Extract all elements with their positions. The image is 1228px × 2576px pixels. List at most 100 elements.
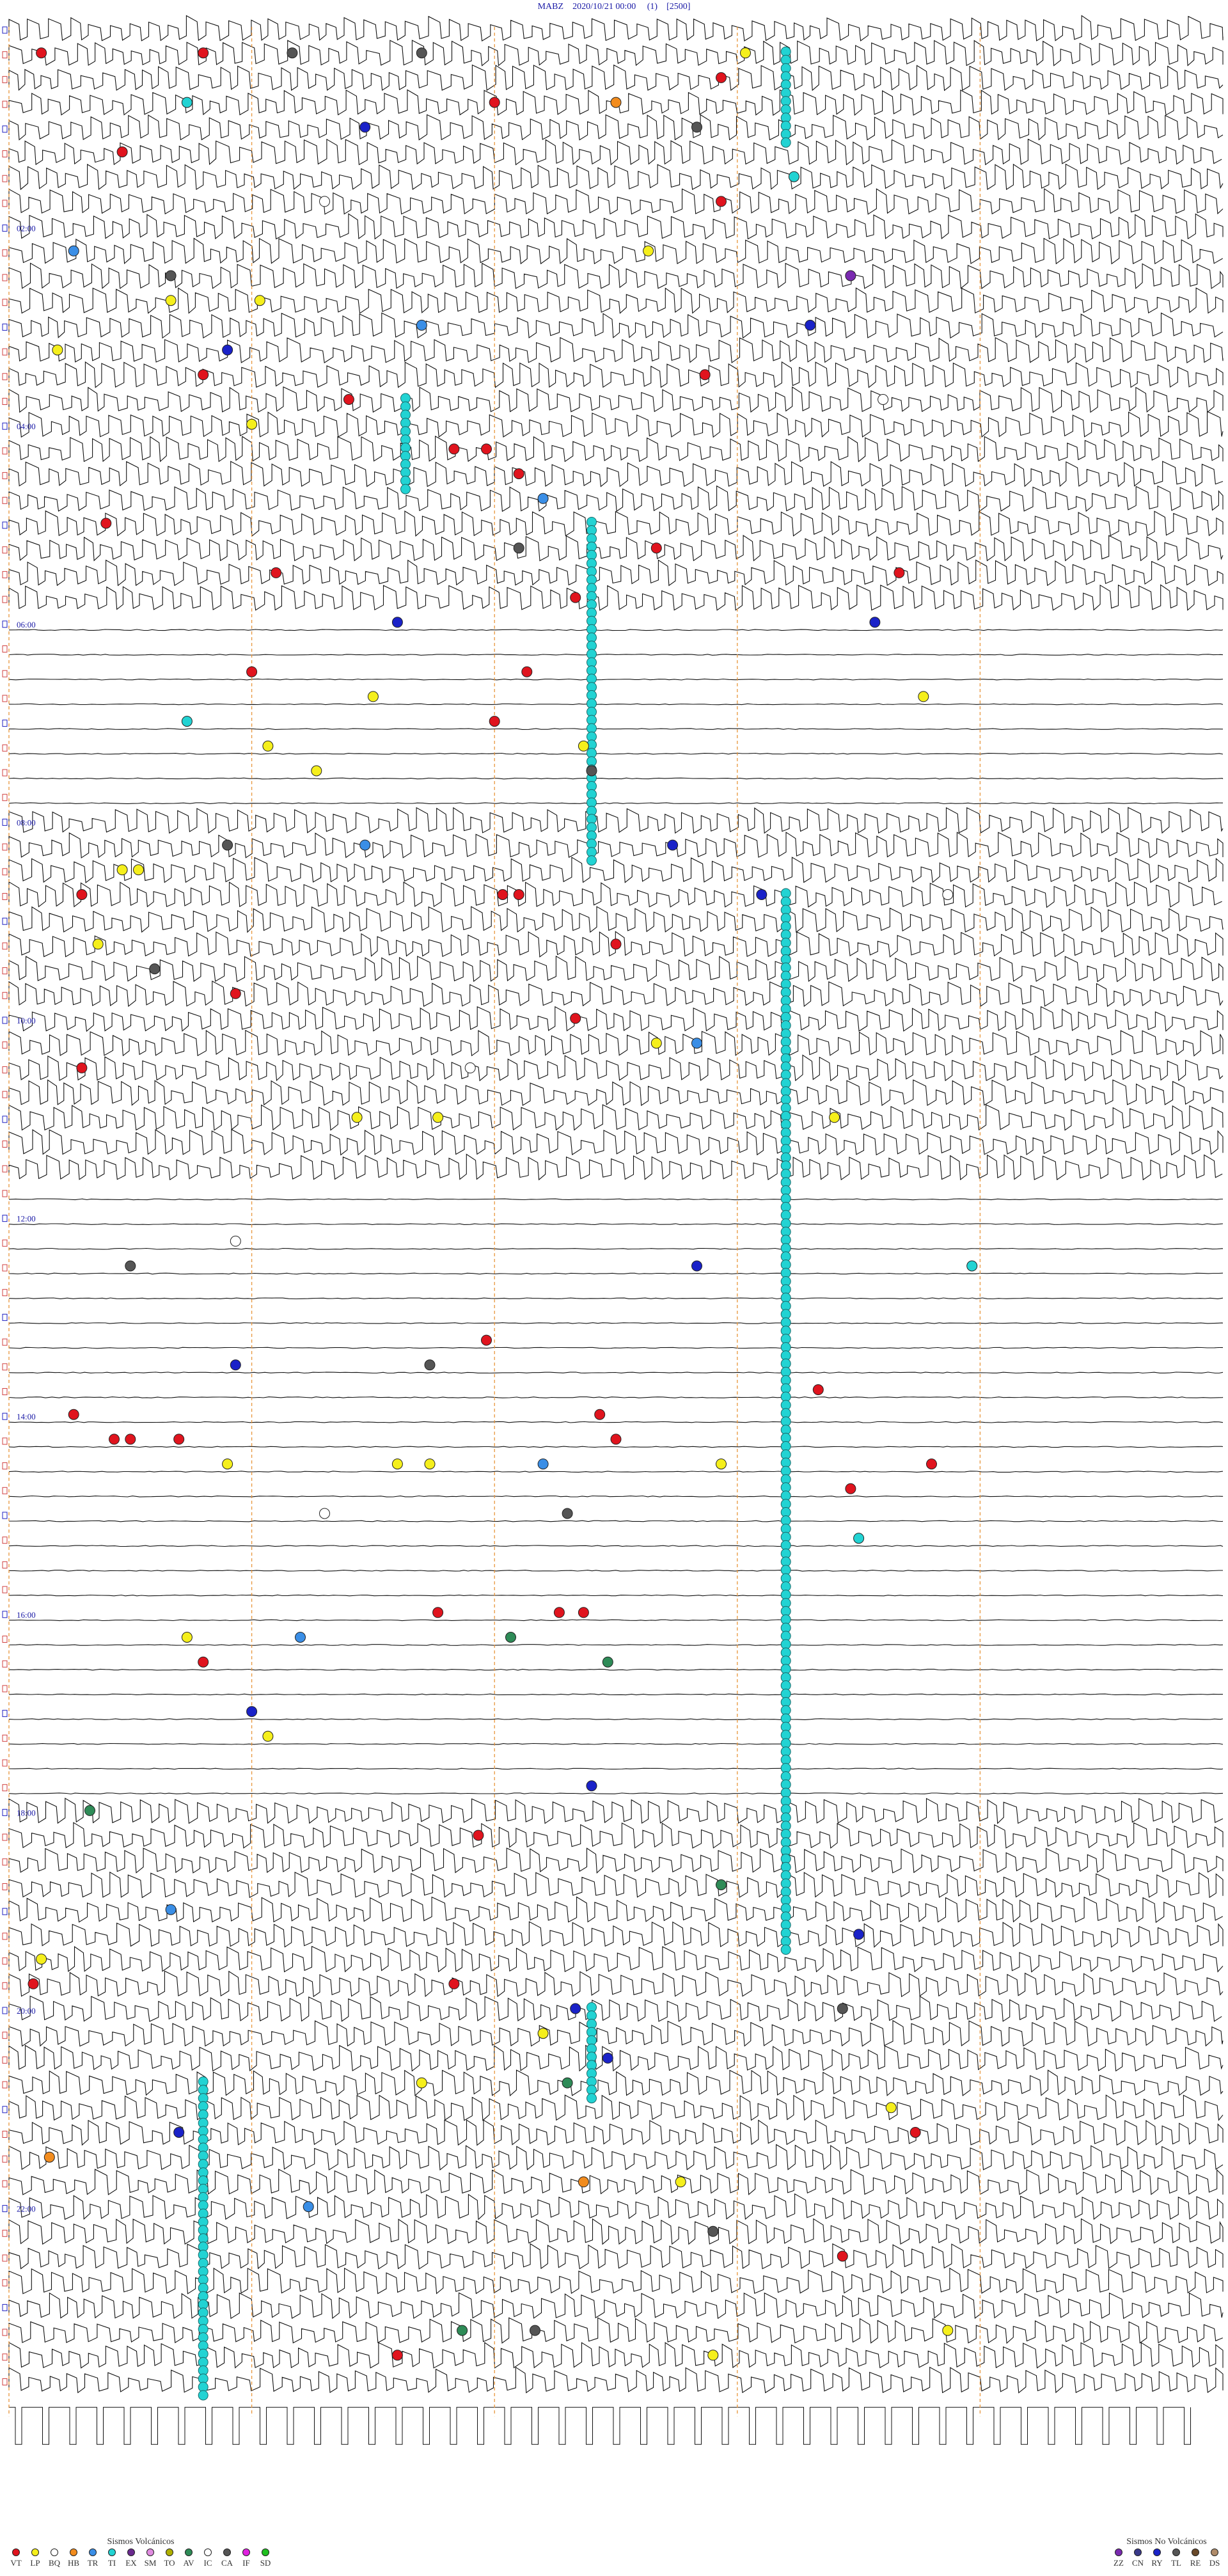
trace-line: [8, 1495, 1224, 1497]
trace-line: [8, 802, 1224, 805]
line-tick: [2, 1957, 8, 1965]
trace-line: [8, 1847, 1224, 1874]
trace-line: [8, 1742, 1224, 1745]
trace-line: [8, 64, 1224, 91]
event-marker-TR: [691, 1038, 702, 1049]
trace-line: [8, 114, 1224, 141]
legend-code: BQ: [48, 2558, 61, 2568]
line-tick: [2, 175, 8, 182]
line-tick: [2, 2254, 8, 2262]
event-marker-VT: [473, 1829, 484, 1841]
trace-line: [8, 807, 1224, 834]
trace-line: [8, 262, 1224, 290]
event-marker-AV: [602, 1656, 613, 1668]
event-marker-AV: [457, 2325, 468, 2336]
time-label: 08:00: [17, 818, 36, 827]
event-marker-LP: [165, 295, 177, 306]
legend-dot-icon: [1115, 2548, 1122, 2556]
event-marker-VT: [521, 666, 533, 677]
event-marker-AV: [716, 1879, 727, 1890]
legend-volcanic-item-to: TO: [162, 2548, 177, 2568]
legend-dot-icon: [204, 2548, 212, 2556]
legend-code: CN: [1131, 2558, 1144, 2568]
time-label: 06:00: [17, 620, 36, 629]
legend-code: EX: [125, 2558, 137, 2568]
event-marker-TR: [303, 2201, 314, 2213]
legend-nonvolcanic-item-zz: ZZ: [1112, 2548, 1126, 2568]
line-tick: [2, 1512, 8, 1519]
trace-line: [8, 931, 1224, 958]
line-tick: [2, 472, 8, 480]
line-tick: [2, 51, 8, 59]
trace-line: [8, 1693, 1224, 1696]
time-label: 22:00: [17, 2204, 36, 2214]
event-marker-AV: [562, 2077, 573, 2089]
trace-line: [8, 1718, 1224, 1720]
event-marker-LP: [181, 1632, 193, 1643]
line-tick: [2, 200, 8, 207]
event-marker-VT: [845, 1483, 856, 1494]
events: [28, 46, 978, 2401]
line-tick: [2, 1215, 8, 1222]
legend-dot-icon: [127, 2548, 135, 2556]
legend-code: TR: [87, 2558, 98, 2568]
line-tick: [2, 422, 8, 430]
trace-line: [8, 678, 1224, 681]
event-marker-VT: [594, 1409, 606, 1420]
line-tick: [2, 2378, 8, 2385]
line-tick: [2, 868, 8, 876]
event-marker-RY: [230, 1359, 241, 1371]
event-marker-VT: [837, 2250, 848, 2262]
trace-line: [8, 1594, 1224, 1597]
legend-dot-icon: [223, 2548, 231, 2556]
event-marker-LP: [707, 2350, 719, 2361]
legend-code: TL: [1171, 2558, 1181, 2568]
trace-line: [8, 361, 1224, 388]
event-marker-VT: [28, 1978, 39, 1989]
legend-code: SM: [144, 2558, 157, 2568]
event-marker-VT: [578, 1607, 589, 1618]
event-marker-VT: [650, 542, 662, 554]
event-marker-LP: [351, 1112, 363, 1123]
line-tick: [2, 1437, 8, 1445]
trace-line: [8, 213, 1224, 240]
trace-line: [8, 2069, 1224, 2097]
legend-code: VT: [10, 2558, 22, 2568]
trace-line: [8, 1079, 1224, 1107]
line-tick: [2, 1636, 8, 1643]
legend-code: IC: [203, 2558, 212, 2568]
event-marker-RY: [756, 889, 767, 900]
line-tick: [2, 2328, 8, 2336]
line-tick: [2, 274, 8, 281]
trace-line: [8, 510, 1224, 537]
event-marker-VT: [893, 567, 905, 578]
event-marker-VT: [271, 567, 282, 578]
trace-line: [8, 1347, 1224, 1349]
event-marker-TI: [400, 484, 411, 494]
event-marker-LP: [675, 2176, 686, 2188]
event-marker-VT: [448, 443, 460, 455]
event-marker-TI: [853, 1533, 865, 1544]
line-tick: [2, 2229, 8, 2237]
legend-code: HB: [67, 2558, 80, 2568]
line-tick: [2, 1734, 8, 1742]
line-tick: [2, 1462, 8, 1470]
event-marker-LP: [885, 2102, 897, 2114]
line-tick: [2, 125, 8, 133]
event-marker-VT: [699, 369, 711, 381]
line-tick: [2, 571, 8, 578]
event-marker-VT: [553, 1607, 565, 1618]
trace-line: [8, 881, 1222, 908]
event-marker-VT: [246, 666, 258, 677]
line-tick: [2, 2279, 8, 2287]
event-marker-RY: [391, 617, 403, 628]
event-marker-RY: [805, 319, 816, 331]
event-marker-LP: [52, 344, 63, 356]
legend-code: RY: [1151, 2558, 1163, 2568]
legend-volcanic: Sismos Volcánicos VT LP BQ HB TR TI EX SM TO AV IC…: [9, 2537, 272, 2568]
channel-id: (1): [647, 2, 658, 12]
line-tick: [2, 992, 8, 999]
record-datetime: 2020/10/21 00:00: [572, 2, 636, 12]
event-marker-VT: [909, 2127, 921, 2138]
legend-dot-icon: [242, 2548, 250, 2556]
